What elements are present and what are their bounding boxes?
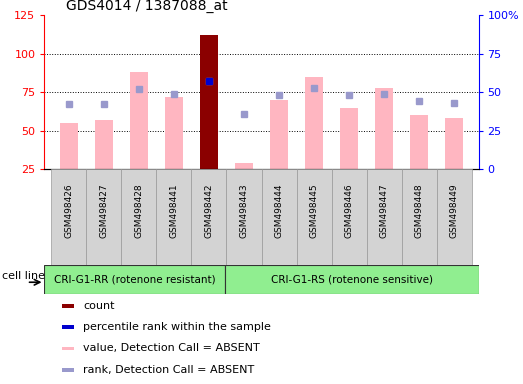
Text: value, Detection Call = ABSENT: value, Detection Call = ABSENT (83, 343, 260, 354)
Text: GDS4014 / 1387088_at: GDS4014 / 1387088_at (66, 0, 228, 13)
Bar (305, 77, 323, 169)
Bar (95, 120, 113, 169)
Text: CRI-G1-RS (rotenone sensitive): CRI-G1-RS (rotenone sensitive) (271, 274, 433, 285)
Bar (130, 72, 147, 169)
Bar (165, 97, 183, 169)
Bar (270, 100, 288, 169)
Text: count: count (83, 301, 115, 311)
Bar (376, 88, 393, 169)
Bar (62, 368, 74, 371)
Text: GSM498445: GSM498445 (310, 184, 319, 238)
Text: GSM498447: GSM498447 (380, 184, 389, 238)
Text: GSM498428: GSM498428 (134, 184, 143, 238)
Bar (156, 169, 191, 265)
Text: GSM498441: GSM498441 (169, 184, 178, 238)
Text: GSM498446: GSM498446 (345, 184, 354, 238)
Text: GSM498444: GSM498444 (275, 184, 283, 238)
Bar (445, 118, 463, 169)
Bar (62, 347, 74, 350)
Bar (226, 169, 262, 265)
Text: cell line: cell line (2, 271, 45, 281)
Text: GSM498449: GSM498449 (450, 184, 459, 238)
Bar (121, 169, 156, 265)
Bar (51, 169, 86, 265)
Text: rank, Detection Call = ABSENT: rank, Detection Call = ABSENT (83, 364, 254, 375)
Text: percentile rank within the sample: percentile rank within the sample (83, 322, 271, 333)
Bar (340, 108, 358, 169)
Bar (62, 305, 74, 308)
Text: GSM498442: GSM498442 (204, 184, 213, 238)
Bar (60, 123, 78, 169)
Bar (225, 265, 479, 294)
Bar (262, 169, 297, 265)
Bar (86, 169, 121, 265)
Bar (62, 326, 74, 329)
Bar (437, 169, 472, 265)
Text: CRI-G1-RR (rotenone resistant): CRI-G1-RR (rotenone resistant) (54, 274, 215, 285)
Bar (200, 35, 218, 169)
Text: GSM498426: GSM498426 (64, 184, 73, 238)
Text: GSM498448: GSM498448 (415, 184, 424, 238)
Bar (297, 169, 332, 265)
Bar (367, 169, 402, 265)
Bar (402, 169, 437, 265)
Text: GSM498427: GSM498427 (99, 184, 108, 238)
Text: GSM498443: GSM498443 (240, 184, 248, 238)
Bar (332, 169, 367, 265)
Bar (44, 265, 225, 294)
Bar (235, 163, 253, 169)
Bar (410, 115, 428, 169)
Bar (191, 169, 226, 265)
